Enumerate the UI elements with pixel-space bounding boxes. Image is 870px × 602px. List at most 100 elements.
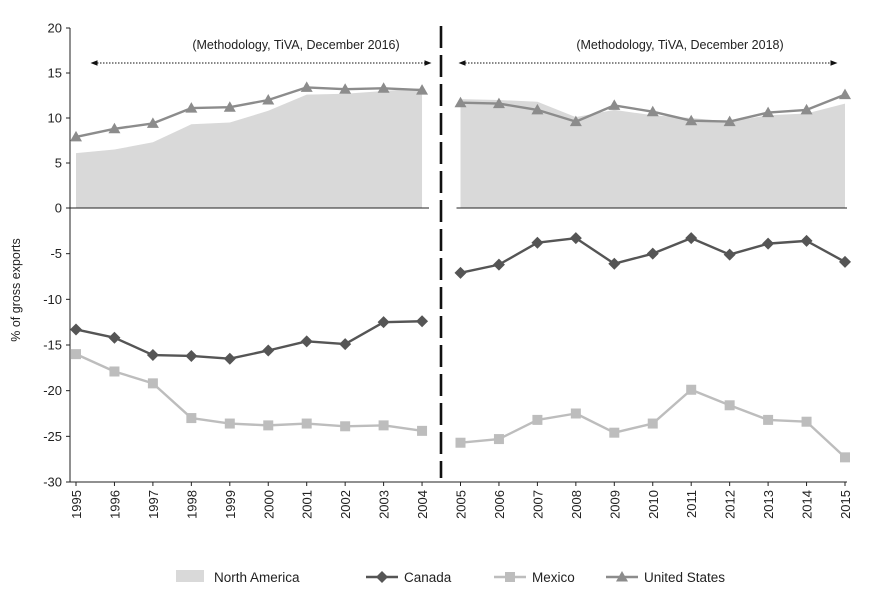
canada-point-1999	[223, 352, 236, 365]
mexico-point-2013	[763, 414, 774, 425]
y-tick-label: 20	[48, 21, 62, 36]
united-states-point-2014	[800, 103, 813, 115]
united-states-point-1999	[223, 101, 236, 112]
mexico-point-2012	[724, 400, 735, 411]
mexico-point-2007	[532, 414, 543, 425]
united-states-point-2015	[839, 88, 851, 100]
legend-label-canada: Canada	[404, 570, 452, 585]
series-united-states	[70, 81, 851, 142]
legend-marker-united-states	[616, 571, 628, 582]
x-tick-label: 2005	[454, 490, 469, 519]
canada-point-1997	[146, 349, 159, 362]
canada-point-1996	[108, 331, 121, 344]
mexico-point-2009	[609, 427, 620, 438]
x-tick-label: 1996	[107, 490, 122, 519]
legend-item-canada: Canada	[366, 570, 452, 585]
canada-point-2006	[492, 258, 505, 271]
x-tick-label: 2015	[838, 490, 853, 519]
x-tick-label: 1998	[184, 490, 199, 519]
united-states-point-2002	[339, 83, 352, 94]
canada-point-2013	[762, 237, 775, 250]
united-states-point-1997	[146, 117, 159, 128]
canada-point-2004	[416, 315, 429, 328]
canada-point-1995	[70, 323, 82, 336]
area-north-america-segment-1	[76, 88, 423, 208]
legend-label-north-america: North America	[214, 570, 300, 585]
united-states-point-2000	[262, 94, 275, 105]
mexico-point-2011	[686, 384, 697, 395]
united-states-point-2006	[492, 97, 505, 109]
canada-point-2011	[685, 232, 698, 245]
united-states-point-1995	[70, 130, 82, 142]
mexico-point-1999	[224, 418, 235, 429]
x-tick-label: 1997	[146, 490, 161, 519]
annotation-layer: (Methodology, TiVA, December 2016) (Metho…	[90, 26, 838, 478]
canada-point-2014	[800, 234, 813, 247]
canada-point-2005	[454, 266, 467, 279]
x-tick-label: 2004	[415, 490, 430, 519]
legend: North America Canada Mexico United States	[176, 570, 725, 585]
y-tick-label: -15	[43, 338, 62, 353]
mexico-point-2001	[301, 418, 312, 429]
area-north-america-segment-2	[460, 99, 845, 208]
canada-point-2001	[300, 335, 313, 348]
mexico-point-2002	[340, 421, 351, 432]
mexico-point-2005	[455, 437, 466, 448]
mexico-point-2003	[378, 420, 389, 431]
mexico-point-2015	[840, 452, 850, 463]
x-tick-label: 2001	[300, 490, 315, 519]
series-layer	[70, 81, 851, 463]
canada-point-2007	[531, 236, 544, 249]
canada-point-2000	[262, 344, 275, 357]
x-tick-label: 2009	[607, 490, 622, 519]
united-states-point-2009	[608, 99, 621, 110]
mexico-point-2006	[493, 434, 504, 445]
y-tick-label: -30	[43, 475, 62, 490]
united-states-point-1996	[108, 122, 121, 134]
series-mexico	[71, 349, 850, 463]
canada-line-segment-1	[75, 320, 423, 360]
area-layer	[76, 88, 845, 208]
x-tick-label: 2000	[261, 490, 276, 519]
united-states-point-2008	[569, 115, 582, 127]
canada-point-2015	[839, 255, 851, 268]
methodology-label-2: (Methodology, TiVA, December 2018)	[576, 38, 783, 52]
x-tick-label: 2012	[723, 490, 738, 519]
x-tick-label: 2007	[530, 490, 545, 519]
canada-point-2008	[569, 232, 582, 245]
united-states-point-2004	[416, 84, 429, 95]
x-tick-label: 2008	[569, 490, 584, 519]
methodology-label-1: (Methodology, TiVA, December 2016)	[192, 38, 399, 52]
mexico-point-2008	[570, 408, 581, 419]
united-states-point-2003	[377, 82, 390, 93]
united-states-point-2012	[723, 115, 736, 127]
legend-item-mexico: Mexico	[494, 570, 575, 585]
x-tick-label: 2006	[492, 490, 507, 519]
legend-marker-canada	[376, 571, 388, 583]
legend-swatch-north-america	[176, 570, 204, 582]
canada-point-1998	[185, 349, 198, 362]
canada-point-2012	[723, 248, 736, 261]
x-tick-label: 2011	[684, 490, 699, 518]
mexico-point-2014	[801, 416, 812, 427]
legend-marker-mexico	[505, 572, 515, 582]
mexico-point-1996	[109, 366, 120, 377]
united-states-point-2011	[685, 114, 698, 126]
mexico-point-1995	[71, 349, 81, 360]
mexico-point-2004	[417, 425, 428, 436]
mexico-point-1998	[186, 413, 197, 424]
legend-label-united-states: United States	[644, 570, 725, 585]
x-tick-label: 2013	[761, 490, 776, 519]
x-tick-label: 2014	[800, 490, 815, 519]
mexico-point-1997	[147, 378, 158, 389]
y-tick-label: -5	[50, 246, 62, 261]
x-tick-label: 2002	[338, 490, 353, 519]
legend-label-mexico: Mexico	[532, 570, 575, 585]
legend-item-united-states: United States	[606, 570, 725, 585]
x-tick-label: 1995	[69, 490, 84, 519]
series-canada	[70, 232, 851, 365]
legend-item-north-america: North America	[176, 570, 300, 585]
x-tick-label: 2010	[646, 490, 661, 519]
y-tick-label: 0	[55, 201, 62, 216]
y-tick-label: 15	[48, 66, 62, 81]
